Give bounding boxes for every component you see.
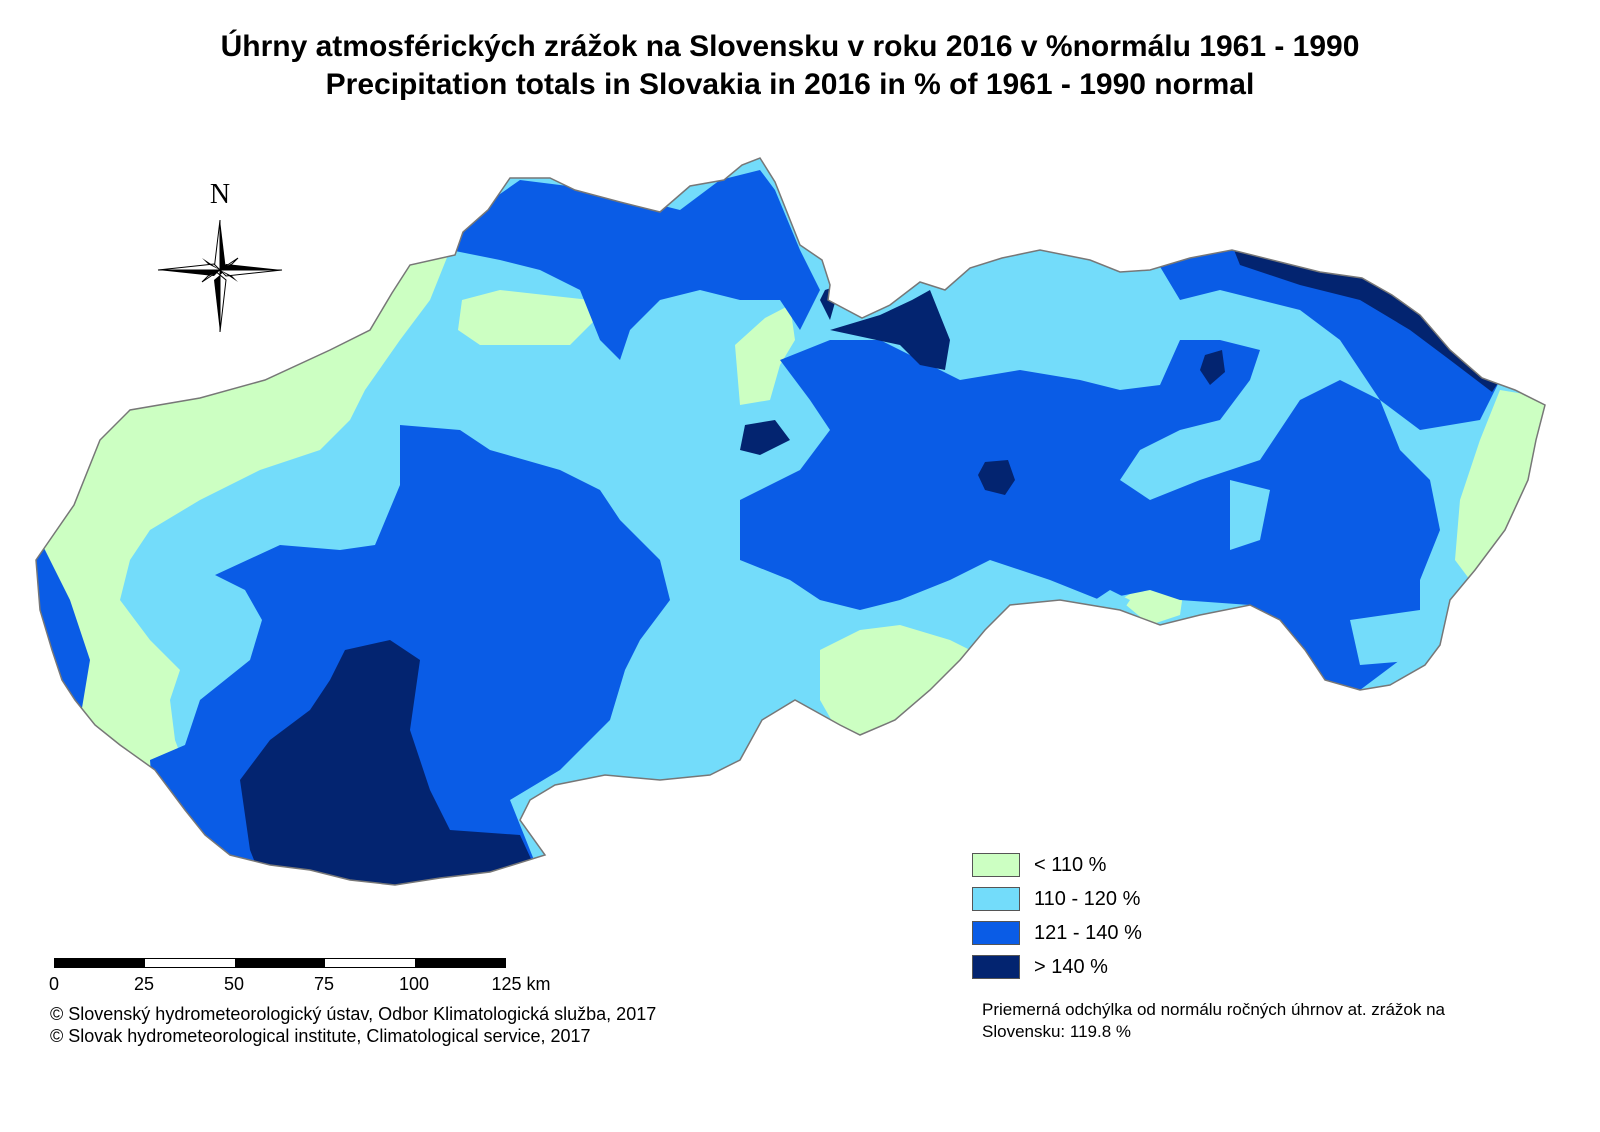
zone-above-140-east-1	[978, 460, 1015, 495]
zone-below-110-orava	[735, 305, 795, 405]
scale-segment	[235, 959, 325, 967]
scale-segment	[415, 959, 505, 967]
legend-label: < 110 %	[1034, 854, 1107, 876]
credit-english: © Slovak hydrometeorological institute, …	[50, 1026, 591, 1046]
scale-segment	[55, 959, 145, 967]
scale-tick-label: 50	[223, 974, 245, 994]
zone-above-140-east-2	[1200, 350, 1225, 385]
north-letter: N	[209, 179, 231, 210]
map-title-english: Precipitation totals in Slovakia in 2016…	[325, 68, 1255, 101]
zone-below-110-north	[458, 290, 595, 345]
compass-rose-icon	[157, 219, 283, 333]
map-title-slovak: Úhrny atmosférických zrážok na Slovensku…	[220, 30, 1360, 63]
legend-label: > 140 %	[1034, 956, 1108, 978]
zone-above-140-northeast-edge	[1230, 240, 1500, 392]
zone-121-140-northeast	[1150, 245, 1500, 430]
scale-tick-label: 125 km	[491, 974, 551, 994]
zone-121-140-east-central	[740, 340, 1440, 690]
legend-swatch	[972, 887, 1020, 911]
scale-tick-label: 75	[313, 974, 335, 994]
credit-slovak: © Slovenský hydrometeorologický ústav, O…	[50, 1004, 657, 1024]
legend-swatch	[972, 955, 1020, 979]
legend-label: 110 - 120 %	[1034, 888, 1141, 910]
scale-tick-label: 25	[133, 974, 155, 994]
zone-above-140-southwest	[240, 640, 550, 885]
legend-swatch	[972, 853, 1020, 877]
zone-above-140-north-2	[830, 290, 950, 370]
scale-tick-label: 0	[48, 974, 60, 994]
scale-tick-label: 100	[398, 974, 430, 994]
zone-110-120-island-east-3	[1230, 480, 1270, 550]
zone-110-120-island-east-2	[1350, 610, 1420, 665]
legend-swatch	[972, 921, 1020, 945]
north-arrow: N	[150, 180, 290, 350]
zone-above-140-central	[740, 420, 790, 455]
zone-below-110-east	[1455, 390, 1545, 580]
zone-121-140-northwest	[450, 170, 820, 360]
average-deviation-note: Priemerná odchýlka od normálu ročných úh…	[982, 1000, 1446, 1041]
legend-label: 121 - 140 %	[1034, 922, 1142, 944]
zone-below-110-south	[820, 625, 990, 740]
scale-bar-graphic	[54, 958, 506, 968]
